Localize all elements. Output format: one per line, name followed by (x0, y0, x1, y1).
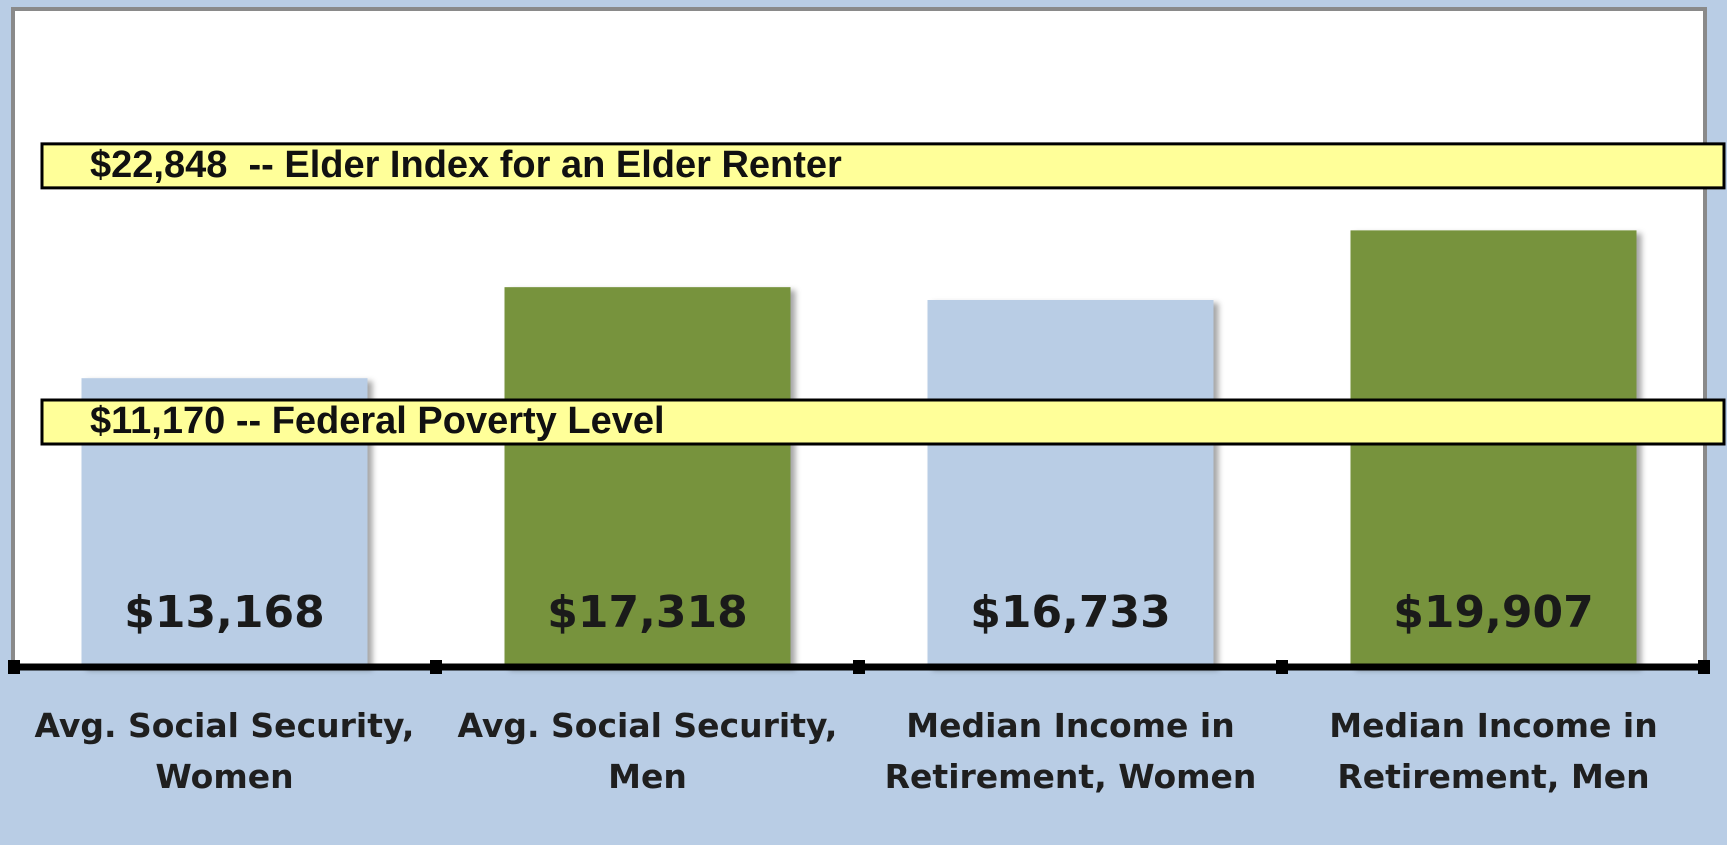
value-label: $19,907 (1393, 587, 1593, 638)
value-label: $17,318 (547, 587, 747, 638)
label-line: Median Income in (906, 706, 1234, 745)
bar (927, 299, 1214, 667)
x-tick-label: Median Income in Retirement, Women (885, 706, 1257, 796)
label-line: Men (608, 757, 687, 796)
label-line: Avg. Social Security, (35, 706, 415, 745)
x-tick-label: Avg. Social Security, Men (458, 706, 838, 796)
x-tick-label: Median Income in Retirement, Men (1329, 706, 1657, 796)
axis-notch (1276, 660, 1288, 674)
axis-notch (8, 660, 20, 674)
axis-notch (1698, 660, 1710, 674)
label-line: Median Income in (1329, 706, 1657, 745)
bar (504, 287, 791, 667)
label-line: Avg. Social Security, (458, 706, 838, 745)
bar (1350, 230, 1637, 667)
value-label: $13,168 (124, 587, 324, 638)
reference-label: $22,848 -- Elder Index for an Elder Rent… (90, 144, 842, 186)
label-line: Retirement, Women (885, 757, 1257, 796)
axis-notch (853, 660, 865, 674)
label-line: Retirement, Men (1337, 757, 1649, 796)
value-label: $16,733 (970, 587, 1170, 638)
reference-band (40, 142, 1726, 190)
reference-label: $11,170 -- Federal Poverty Level (90, 400, 665, 442)
label-line: Women (155, 757, 293, 796)
axis-notch (430, 660, 442, 674)
x-tick-label: Avg. Social Security, Women (35, 706, 415, 796)
reference-band (40, 398, 1726, 446)
